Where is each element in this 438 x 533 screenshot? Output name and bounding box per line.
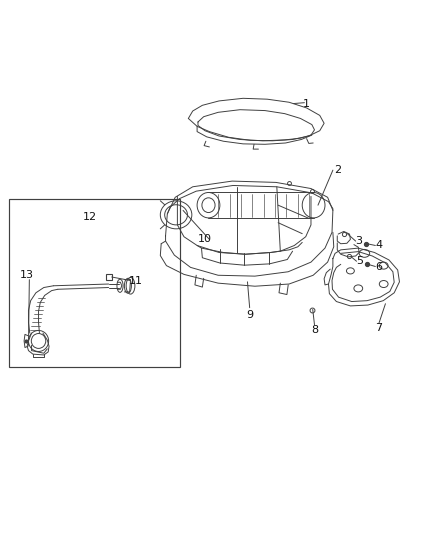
Text: 1: 1 bbox=[303, 100, 310, 109]
Text: 5: 5 bbox=[357, 256, 364, 266]
Text: 10: 10 bbox=[198, 235, 212, 244]
Text: 7: 7 bbox=[375, 323, 382, 333]
Text: 9: 9 bbox=[246, 310, 253, 320]
Text: 6: 6 bbox=[375, 262, 382, 271]
Text: 2: 2 bbox=[334, 165, 341, 175]
Text: 13: 13 bbox=[20, 270, 34, 280]
Bar bbox=[9, 199, 180, 367]
Text: 3: 3 bbox=[356, 236, 363, 246]
Text: 4: 4 bbox=[375, 240, 382, 251]
Text: 8: 8 bbox=[311, 325, 318, 335]
Text: 12: 12 bbox=[83, 213, 97, 222]
Text: 11: 11 bbox=[129, 276, 143, 286]
